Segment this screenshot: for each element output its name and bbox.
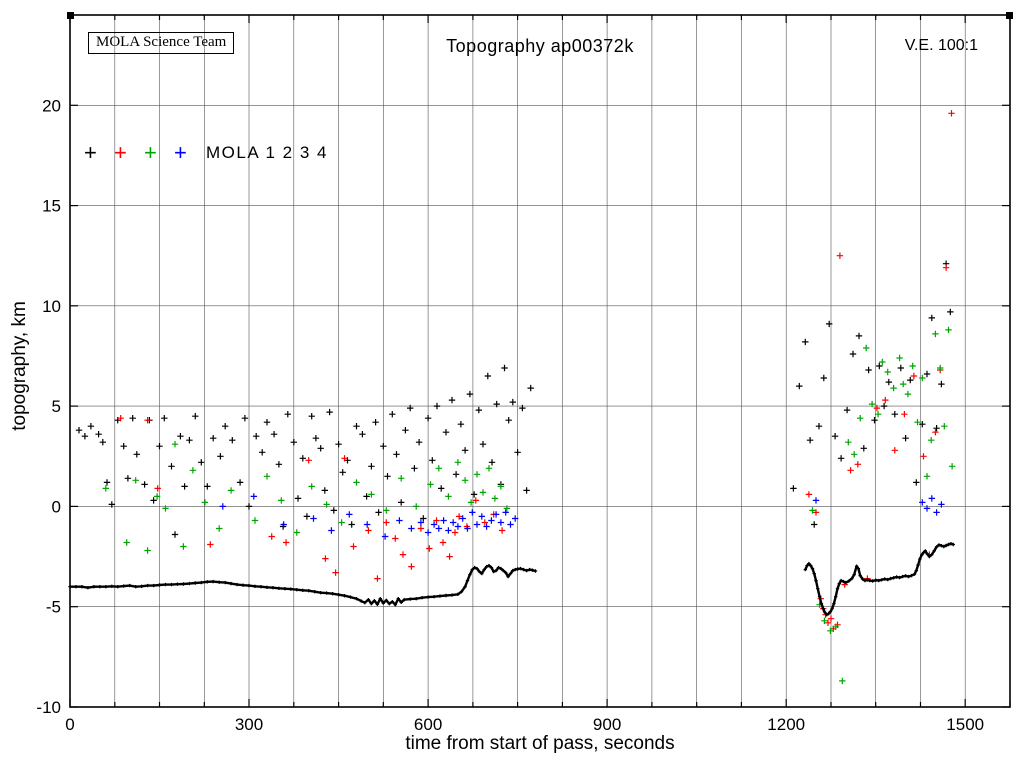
y-tick-label: -5 — [46, 598, 61, 617]
scatter-mola-1 — [75, 260, 954, 538]
scatter-mola-3 — [102, 326, 956, 685]
y-tick-label: 0 — [52, 497, 61, 516]
ground-profile-markers-2 — [803, 542, 955, 617]
y-tick-label: -10 — [36, 698, 61, 717]
legend: + + + + MOLA 1 2 3 4 — [84, 140, 328, 165]
legend-marker-mola-4: + — [174, 140, 187, 165]
credit-box: MOLA Science Team — [88, 32, 235, 54]
legend-marker-mola-1: + — [84, 140, 97, 165]
y-tick-label: 20 — [42, 96, 61, 115]
y-axis-label: topography, km — [9, 301, 30, 431]
y-tick-label: 10 — [42, 297, 61, 316]
legend-marker-mola-3: + — [144, 140, 157, 165]
legend-markers: + + + + — [84, 140, 204, 165]
credit-text: MOLA Science Team — [96, 34, 227, 50]
scatter-mola-4 — [219, 493, 945, 540]
x-tick-label: 300 — [235, 715, 263, 734]
x-axis-label: time from start of pass, seconds — [405, 733, 675, 754]
y-tick-labels: -10 -5 0 5 10 15 20 — [36, 96, 61, 717]
plot-frame — [69, 14, 1011, 708]
y-tick-label: 15 — [42, 197, 61, 216]
plot-title: Topography ap00372k — [446, 36, 634, 56]
x-tick-label: 1500 — [946, 715, 984, 734]
gridlines — [69, 15, 1011, 708]
corner-mark-top-left — [67, 12, 74, 19]
axis-ticks — [69, 15, 1011, 708]
legend-marker-mola-2: + — [114, 140, 127, 165]
x-tick-label: 900 — [593, 715, 621, 734]
scatter-mola-2 — [117, 110, 955, 632]
corner-mark-top-right — [1006, 12, 1013, 19]
x-tick-label: 0 — [65, 715, 74, 734]
x-tick-label: 600 — [414, 715, 442, 734]
x-tick-label: 1200 — [767, 715, 805, 734]
y-tick-label: 5 — [52, 397, 61, 416]
legend-label: MOLA 1 2 3 4 — [206, 143, 328, 162]
x-tick-labels: 0 300 600 900 1200 1500 — [65, 715, 984, 734]
vertical-exaggeration-label: V.E. 100:1 — [904, 37, 978, 54]
